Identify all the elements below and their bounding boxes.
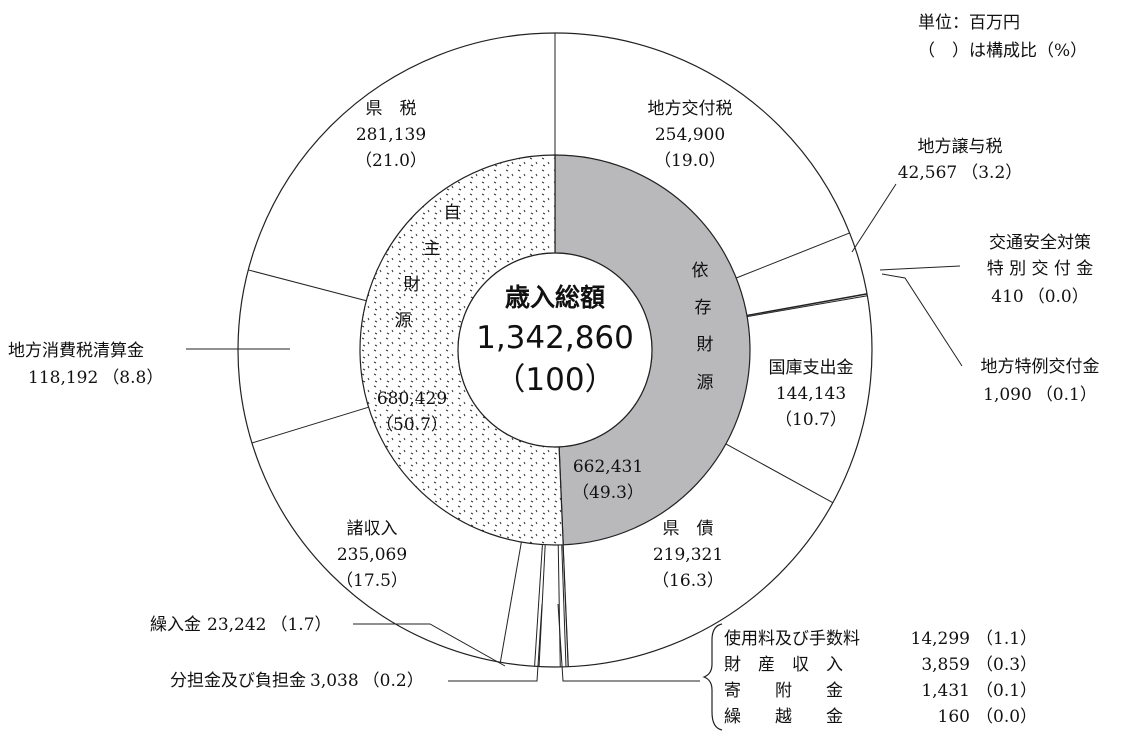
kofuzei-name: 地方交付税 bbox=[648, 99, 733, 119]
bracket-item-name-4: 繰 越 金 bbox=[724, 707, 843, 727]
slice-boundary-13 bbox=[251, 406, 369, 444]
kotsu-value: 410 （0.0） bbox=[991, 287, 1089, 307]
leader-lines bbox=[186, 183, 963, 682]
izon-char-1: 依 bbox=[692, 261, 709, 281]
slice-label-kurire: 繰入金 23,242 （1.7） bbox=[150, 615, 332, 635]
leader-kurire bbox=[353, 623, 506, 667]
ratio-note: （ ）は構成比（%） bbox=[918, 41, 1087, 61]
kofuzei-value: 254,900 bbox=[655, 125, 725, 145]
slice-boundary-8 bbox=[561, 544, 567, 667]
jishu-char-1: 自 bbox=[444, 203, 461, 223]
slice-boundary-9 bbox=[557, 544, 561, 667]
unit-note: 単位：百万円 bbox=[918, 13, 1020, 33]
shohizei-value: 118,192 （8.8） bbox=[28, 368, 163, 388]
bracket-item-value-3: 1,431 bbox=[921, 681, 970, 701]
bracket-item-name-1: 使用料及び手数料 bbox=[724, 628, 860, 649]
kensai-pct: （16.3） bbox=[652, 571, 724, 591]
kenzei-pct: （21.0） bbox=[355, 151, 427, 171]
slice-boundary-4 bbox=[747, 295, 868, 318]
kenzei-name: 県 税 bbox=[366, 99, 417, 119]
kotsu-name-1: 交通安全対策 bbox=[989, 233, 1091, 253]
jishu-char-4: 源 bbox=[395, 311, 412, 331]
bracket-list: 使用料及び手数料 14,299 （1.1） 財 産 収 入 3,859 （0.3… bbox=[702, 623, 1037, 731]
shoshunyu-pct: （17.5） bbox=[336, 571, 408, 591]
tokurei-name: 地方特例交付金 bbox=[981, 357, 1100, 377]
izon-vertical-label: 依 存 財 源 bbox=[692, 261, 714, 393]
jishu-value: 680,429 bbox=[377, 389, 447, 409]
slice-boundary-1 bbox=[736, 232, 850, 279]
slice-label-shoshunyu: 諸収入 235,069 （17.5） bbox=[336, 519, 408, 591]
izon-char-4: 源 bbox=[697, 373, 714, 393]
slice-boundary-14 bbox=[248, 269, 367, 302]
jishu-pct: （50.7） bbox=[376, 415, 448, 435]
bracket-item-value-2: 3,859 bbox=[921, 655, 970, 675]
center-pct: （100） bbox=[494, 362, 615, 398]
slice-label-joyozei: 地方譲与税 42,567 （3.2） bbox=[898, 137, 1023, 183]
leader-tokurei bbox=[881, 273, 963, 367]
slice-label-shohizei: 地方消費税清算金 118,192 （8.8） bbox=[8, 341, 163, 388]
slice-label-tokurei: 地方特例交付金 1,090 （0.1） bbox=[981, 357, 1100, 405]
shohizei-name: 地方消費税清算金 bbox=[8, 341, 144, 361]
slice-label-kotsu: 交通安全対策 特 別 交 付 金 410 （0.0） bbox=[987, 233, 1094, 307]
center-circle bbox=[457, 252, 653, 448]
leader-buntan bbox=[448, 603, 543, 682]
kotsu-name-2: 特 別 交 付 金 bbox=[987, 259, 1094, 279]
jishu-char-3: 財 bbox=[404, 275, 421, 295]
slice-separators bbox=[248, 33, 868, 667]
bracket-item-name-2: 財 産 収 入 bbox=[724, 655, 843, 675]
joyozei-name: 地方譲与税 bbox=[918, 137, 1003, 157]
joyozei-value: 42,567 （3.2） bbox=[898, 163, 1023, 183]
center-title: 歳入総額 bbox=[505, 283, 605, 312]
bracket-item-pct-4: （0.0） bbox=[976, 707, 1037, 727]
kokko-name: 国庫支出金 bbox=[769, 358, 854, 378]
jishu-vertical-label: 自 主 財 源 bbox=[395, 203, 461, 331]
leader-bracket bbox=[557, 603, 700, 682]
slice-boundary-11 bbox=[534, 544, 543, 667]
slice-label-kokko: 国庫支出金 144,143 （10.7） bbox=[769, 358, 854, 430]
slice-boundary-3 bbox=[746, 293, 868, 317]
izon-pct: （49.3） bbox=[572, 483, 644, 503]
slice-boundary-5 bbox=[725, 443, 834, 504]
outer-ring bbox=[237, 32, 873, 668]
slice-label-kofuzei: 地方交付税 254,900 （19.0） bbox=[648, 99, 733, 171]
bracket-item-name-3: 寄 附 金 bbox=[724, 681, 843, 701]
slice-label-buntan: 分担金及び負担金 3,038 （0.2） bbox=[170, 671, 424, 691]
center-total: 1,342,860 bbox=[476, 320, 634, 356]
kokko-value: 144,143 bbox=[776, 384, 846, 404]
shoshunyu-name: 諸収入 bbox=[347, 519, 398, 539]
kokko-pct: （10.7） bbox=[775, 410, 847, 430]
izon-value: 662,431 bbox=[573, 457, 643, 477]
bracket-item-pct-3: （0.1） bbox=[976, 681, 1037, 701]
buntan-text: 分担金及び負担金 3,038 （0.2） bbox=[170, 671, 424, 691]
kofuzei-pct: （19.0） bbox=[654, 151, 726, 171]
slice-label-kenzei: 県 税 281,139 （21.0） bbox=[355, 99, 427, 171]
shoshunyu-value: 235,069 bbox=[337, 545, 407, 565]
izon-char-3: 財 bbox=[697, 335, 714, 355]
kensai-value: 219,321 bbox=[653, 545, 723, 565]
leader-joyozei bbox=[851, 183, 897, 253]
bracket-item-value-1: 14,299 bbox=[911, 629, 970, 649]
bracket-item-pct-2: （0.3） bbox=[976, 655, 1037, 675]
slice-boundary-12 bbox=[499, 541, 522, 663]
slice-label-kensai: 県 債 219,321 （16.3） bbox=[652, 519, 724, 591]
left-brace bbox=[702, 623, 723, 731]
kensai-name: 県 債 bbox=[663, 519, 714, 539]
kurire-text: 繰入金 23,242 （1.7） bbox=[150, 615, 332, 635]
jishu-char-2: 主 bbox=[424, 239, 441, 259]
kenzei-value: 281,139 bbox=[356, 125, 426, 145]
bracket-item-pct-1: （1.1） bbox=[976, 629, 1037, 649]
izon-char-2: 存 bbox=[695, 298, 712, 318]
leader-kotsu bbox=[879, 265, 961, 271]
bracket-item-value-4: 160 bbox=[938, 707, 970, 727]
slice-boundary-7 bbox=[562, 544, 569, 667]
tokurei-value: 1,090 （0.1） bbox=[983, 385, 1097, 405]
